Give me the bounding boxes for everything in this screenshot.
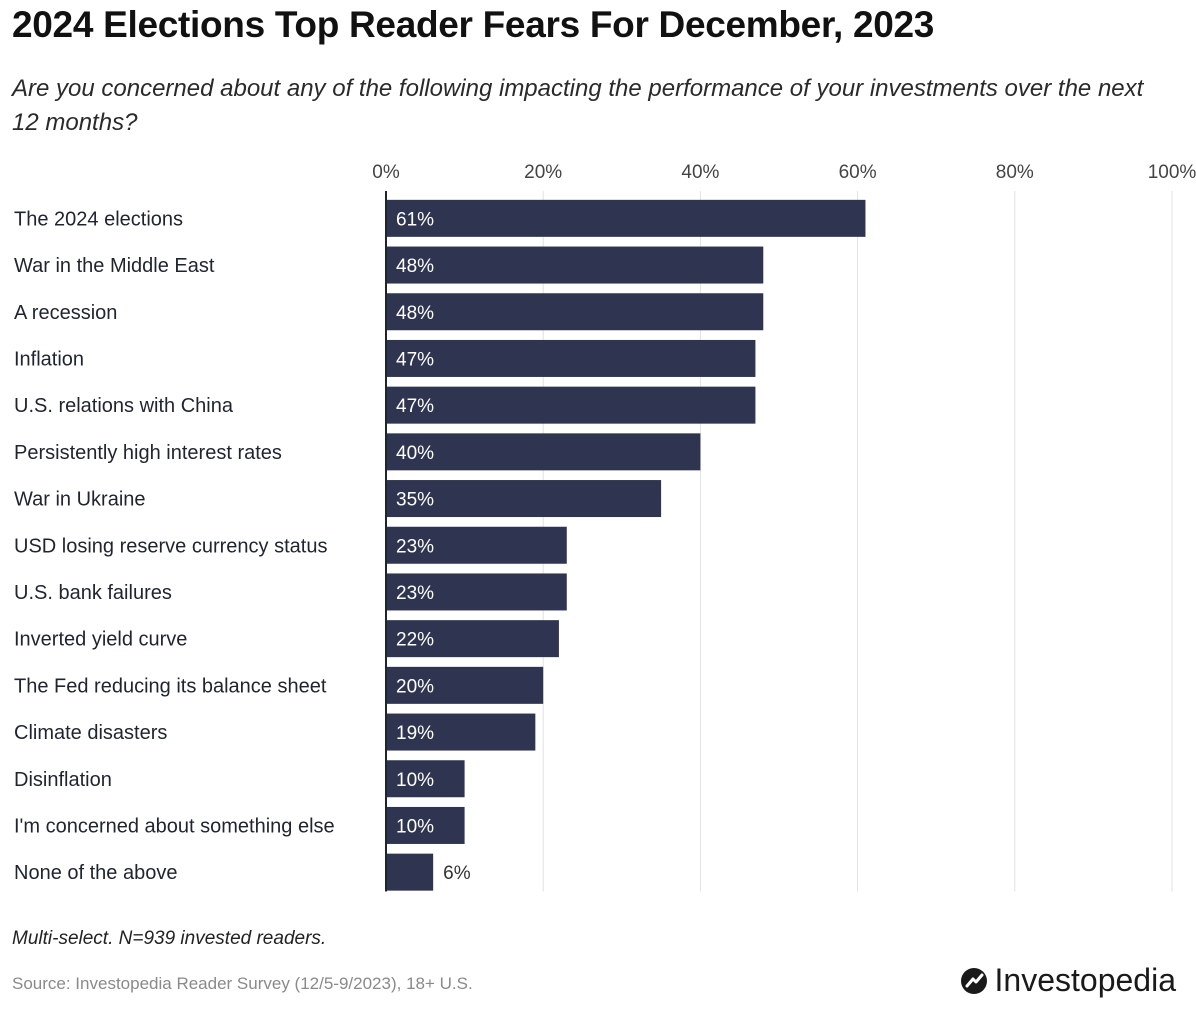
bar [386,433,701,471]
value-label: 23% [396,583,434,604]
category-label: U.S. relations with China [14,395,234,417]
category-label: The 2024 elections [14,208,183,230]
value-label: 61% [396,209,434,230]
brand-name: Investopedia [994,962,1176,998]
x-tick-label: 40% [681,162,719,183]
value-label: 19% [396,723,434,744]
bar [386,760,465,798]
chart-subtitle: Are you concerned about any of the follo… [12,75,1144,136]
bar [386,339,756,377]
x-tick-label: 20% [524,162,562,183]
value-label: 22% [396,630,434,651]
bar [386,526,567,564]
value-label: 40% [396,443,434,464]
bar [386,246,764,284]
bar [386,199,866,237]
value-label: 6% [443,863,471,884]
category-label: War in Ukraine [14,489,146,511]
category-label: War in the Middle East [14,255,215,277]
value-label: 10% [396,770,434,791]
x-tick-label: 80% [996,162,1034,183]
category-label: USD losing reserve currency status [14,535,327,557]
category-label: Inverted yield curve [14,629,187,651]
bar [386,853,434,891]
bar [386,480,662,518]
category-label: None of the above [14,862,177,884]
category-label: Climate disasters [14,722,167,744]
chart-title: 2024 Elections Top Reader Fears For Dece… [12,4,935,45]
brand-logo: Investopedia [959,962,1176,999]
x-tick-label: 100% [1148,162,1196,183]
bar [386,620,559,658]
bar-chart: 0% 20% 40% 60% 80% 100% The 2024 elections 61% W… [14,162,1196,892]
value-label: 48% [396,303,434,324]
value-label: 20% [396,676,434,697]
value-label: 47% [396,396,434,417]
category-label: Disinflation [14,769,112,791]
source-note: Source: Investopedia Reader Survey (12/5… [12,974,473,993]
bar [386,386,756,424]
category-label: U.S. bank failures [14,582,172,604]
bar [386,713,536,751]
value-label: 48% [396,256,434,277]
bar [386,293,764,331]
category-label: A recession [14,302,117,324]
category-label: Persistently high interest rates [14,442,282,464]
bar [386,666,544,704]
category-label: I'm concerned about something else [14,815,335,837]
value-label: 10% [396,816,434,837]
value-label: 35% [396,490,434,511]
category-label: The Fed reducing its balance sheet [14,675,327,697]
value-label: 47% [396,349,434,370]
bar [386,573,567,611]
category-label: Inflation [14,348,84,370]
x-tick-label: 60% [839,162,877,183]
value-label: 23% [396,536,434,557]
investopedia-logo-icon [960,967,987,994]
x-tick-label: 0% [372,162,400,183]
footnote: Multi-select. N=939 invested readers. [12,928,327,949]
bar [386,806,465,844]
